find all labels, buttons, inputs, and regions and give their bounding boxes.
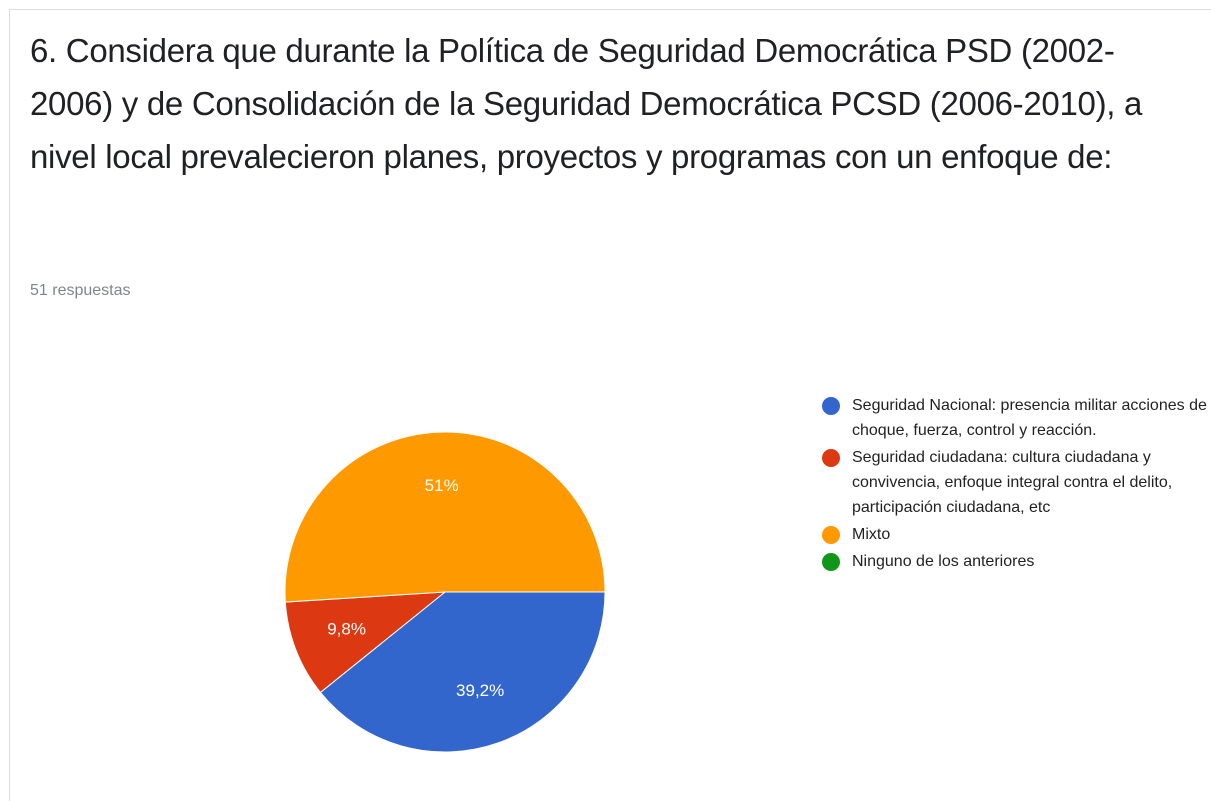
slice-label: 51% [425, 476, 459, 495]
legend-item: Ninguno de los anteriores [822, 549, 1211, 574]
legend-label: Seguridad ciudadana: cultura ciudadana y… [852, 449, 1173, 516]
slice-label: 9,8% [327, 620, 366, 639]
legend-swatch [822, 553, 840, 571]
question-title: 6. Considera que durante la Política de … [30, 32, 1143, 175]
pie-slice [284, 591, 447, 694]
response-count: 51 respuestas [30, 282, 131, 299]
legend-swatch [822, 526, 840, 544]
legend-label: Ninguno de los anteriores [852, 553, 1035, 570]
slice-label: 39,2% [456, 681, 504, 700]
card [9, 9, 1211, 801]
legend: Seguridad Nacional: presencia militar ac… [822, 393, 1211, 576]
legend-label: Mixto [852, 526, 891, 543]
legend-item: Seguridad ciudadana: cultura ciudadana y… [822, 445, 1211, 520]
pie-slice [284, 431, 606, 603]
legend-item: Mixto [822, 522, 1211, 547]
pie-slice [319, 591, 606, 753]
legend-item: Seguridad Nacional: presencia militar ac… [822, 393, 1211, 443]
legend-swatch [822, 449, 840, 467]
legend-swatch [822, 397, 840, 415]
legend-label: Seguridad Nacional: presencia militar ac… [852, 397, 1207, 439]
